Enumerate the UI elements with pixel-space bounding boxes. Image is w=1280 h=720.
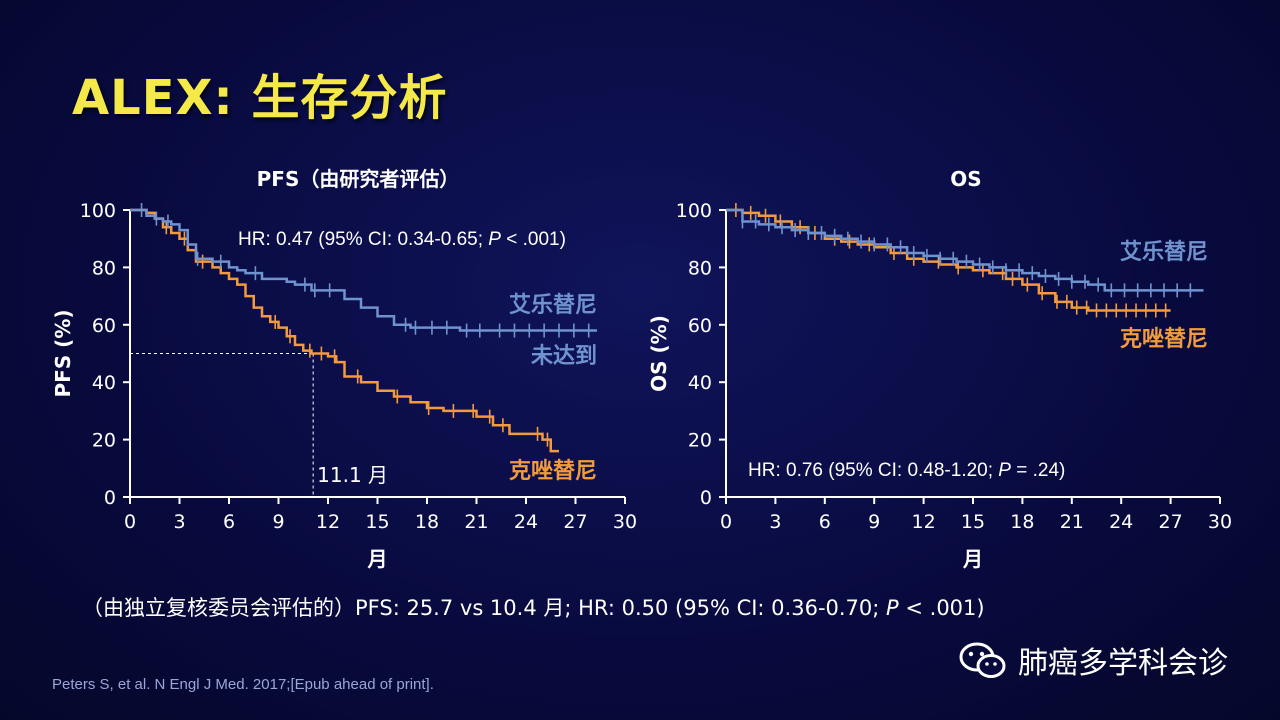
chart-title: PFS（由研究者评估） [257, 167, 460, 191]
x-tick-label: 6 [223, 511, 235, 533]
x-tick-label: 30 [613, 511, 637, 533]
x-tick-label: 18 [1010, 511, 1034, 533]
reference-citation: Peters S, et al. N Engl J Med. 2017;[Epu… [52, 676, 434, 693]
y-tick-label: 20 [688, 430, 712, 452]
x-tick-label: 0 [720, 511, 732, 533]
km-curve-alectinib [130, 208, 597, 332]
y-tick-label: 0 [700, 487, 712, 509]
slide-title: ALEX: 生存分析 [72, 70, 448, 126]
chart-title: OS [950, 167, 981, 191]
hr-p: P [488, 229, 501, 250]
x-tick-label: 24 [514, 511, 538, 533]
y-tick-label: 40 [92, 372, 116, 394]
x-tick-label: 27 [1159, 511, 1183, 533]
watermark-text: 肺癌多学科会诊 [1018, 646, 1228, 681]
x-tick-label: 12 [912, 511, 936, 533]
y-tick-label: 100 [676, 200, 712, 222]
x-tick-label: 12 [316, 511, 340, 533]
x-tick-label: 9 [868, 511, 880, 533]
irc-pfs-footnote: （由独立复核委员会评估的）PFS: 25.7 vs 10.4 月; HR: 0.… [82, 592, 985, 622]
watermark: 肺癌多学科会诊 [958, 640, 1228, 681]
y-tick-label: 0 [104, 487, 116, 509]
x-tick-label: 30 [1208, 511, 1232, 533]
x-tick-label: 24 [1109, 511, 1133, 533]
x-tick-label: 6 [819, 511, 831, 533]
y-tick-label: 40 [688, 372, 712, 394]
x-tick-label: 15 [961, 511, 985, 533]
x-tick-label: 0 [124, 511, 136, 533]
km-curve-crizotinib [726, 208, 1171, 312]
x-tick-label: 9 [272, 511, 284, 533]
x-tick-label: 21 [464, 511, 488, 533]
x-axis-label: 月 [962, 547, 983, 571]
x-tick-label: 15 [365, 511, 389, 533]
hr-prefix: HR: 0.76 (95% CI: 0.48-1.20; [748, 460, 998, 481]
y-tick-label: 20 [92, 430, 116, 452]
y-tick-label: 100 [80, 200, 116, 222]
hr-annotation: HR: 0.76 (95% CI: 0.48-1.20; P = .24) [748, 460, 1065, 481]
series-label-crizotinib: 克唑替尼 [509, 458, 597, 484]
footnote-p: P [886, 596, 899, 620]
series-label-alectinib: 艾乐替尼 [1120, 240, 1208, 265]
wechat-icon [959, 642, 1006, 678]
y-tick-label: 60 [688, 315, 712, 337]
y-tick-label: 80 [92, 257, 116, 279]
hr-suffix: = .24) [1011, 460, 1065, 481]
x-tick-label: 27 [563, 511, 587, 533]
x-tick-label: 3 [173, 511, 185, 533]
x-tick-label: 3 [769, 511, 781, 533]
y-axis-label: OS (%) [647, 315, 671, 392]
y-tick-label: 60 [92, 315, 116, 337]
series-label-crizotinib: 克唑替尼 [1120, 326, 1208, 352]
footnote-suffix: < .001) [898, 596, 985, 620]
hr-p: P [998, 460, 1011, 481]
hr-annotation: HR: 0.47 (95% CI: 0.34-0.65; P < .001) [238, 229, 566, 250]
x-tick-label: 18 [415, 511, 439, 533]
y-tick-label: 80 [688, 257, 712, 279]
hr-prefix: HR: 0.47 (95% CI: 0.34-0.65; [238, 229, 488, 250]
y-axis-label: PFS (%) [51, 309, 75, 397]
median-label: 11.1 月 [317, 463, 388, 487]
hr-suffix: < .001) [501, 229, 566, 250]
x-axis-label: 月 [367, 547, 388, 571]
series-label-alectinib: 未达到 [531, 344, 597, 369]
footnote-prefix: （由独立复核委员会评估的）PFS: 25.7 vs 10.4 月; HR: 0.… [82, 596, 887, 620]
x-tick-label: 21 [1060, 511, 1084, 533]
series-label-alectinib: 艾乐替尼 [509, 293, 597, 318]
